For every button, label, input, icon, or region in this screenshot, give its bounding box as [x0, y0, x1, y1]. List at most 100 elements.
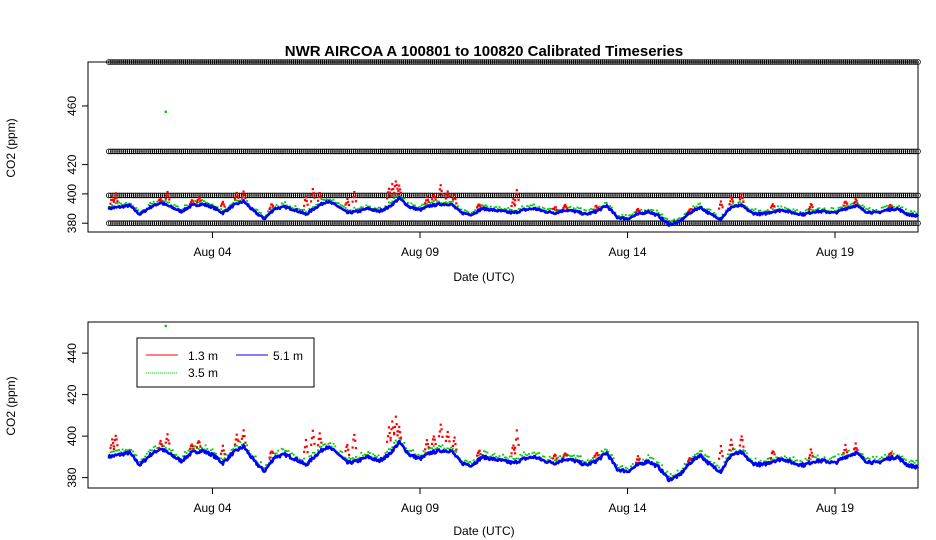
series-3-5m-point — [713, 212, 715, 214]
calibration-point — [722, 220, 728, 227]
calibration-point — [425, 220, 432, 227]
calibration-point — [585, 148, 591, 155]
calibration-point — [392, 220, 398, 227]
calibration-point — [740, 59, 747, 65]
series-3-5m-point — [837, 453, 840, 456]
calibration-point — [367, 59, 374, 65]
calibration-point — [747, 59, 753, 65]
series-3-5m-point — [208, 202, 210, 205]
series-3-5m-point — [313, 451, 316, 454]
series-3-5m-point — [586, 459, 589, 462]
calibration-point — [450, 220, 457, 227]
calibration-point — [413, 148, 419, 155]
calibration-point — [296, 148, 303, 155]
calibration-point — [886, 192, 892, 199]
calibration-point — [516, 192, 523, 199]
series-3-5m-point — [365, 453, 368, 456]
series-3-5m-point — [609, 205, 612, 207]
series-3-5m-point — [759, 209, 762, 212]
series-3-5m-point — [327, 442, 330, 445]
calibration-point — [620, 220, 627, 227]
calibration-point — [605, 220, 612, 227]
x-tick-label: Aug 09 — [401, 501, 439, 515]
series-1-3m-point — [310, 200, 313, 203]
calibration-point — [875, 148, 882, 155]
calibration-point — [354, 148, 361, 155]
series-3-5m-point — [367, 451, 369, 454]
series-1-3m-point — [690, 457, 693, 460]
calibration-point — [330, 59, 336, 65]
calibration-point — [493, 59, 500, 65]
calibration-point — [323, 148, 330, 155]
calibration-point — [222, 59, 228, 65]
calibration-point — [205, 192, 212, 199]
series-1-3m-point — [720, 450, 723, 453]
calibration-point — [740, 148, 747, 155]
calibration-point — [794, 220, 801, 227]
calibration-point — [199, 192, 205, 199]
calibration-point — [120, 220, 127, 227]
calibration-point — [771, 220, 778, 227]
series-1-3m-point — [690, 208, 693, 211]
calibration-point — [361, 148, 367, 155]
series-3-5m-point — [232, 201, 235, 204]
series-1-3m-point — [432, 435, 435, 438]
calibration-point — [825, 59, 832, 65]
series-1-3m-point — [448, 195, 451, 198]
calibration-point — [881, 192, 888, 199]
calibration-point — [753, 192, 759, 199]
calibration-point — [153, 192, 160, 199]
series-3-5m-point — [152, 446, 155, 449]
series-1-3m-point — [769, 206, 773, 209]
calibration-point — [473, 220, 479, 227]
calibration-point — [157, 148, 164, 155]
calibration-point — [149, 148, 156, 155]
calibration-point — [425, 59, 432, 65]
series-3-5m-point — [611, 454, 613, 456]
calibration-point — [761, 192, 768, 199]
series-3-5m-point — [792, 456, 795, 459]
calibration-point — [828, 192, 834, 199]
series-3-5m-point — [868, 207, 871, 209]
series-5-1m-line — [107, 195, 919, 227]
calibration-point — [388, 220, 394, 227]
bottom-panel-plot — [107, 324, 920, 483]
calibration-point — [566, 148, 573, 155]
series-3-5m-point — [216, 206, 219, 209]
series-1-3m-point — [426, 198, 429, 201]
series-3-5m-point — [484, 204, 487, 207]
series-3-5m-point — [182, 455, 184, 458]
calibration-point — [352, 59, 359, 65]
calibration-point — [522, 220, 529, 227]
series-1-3m-point — [310, 193, 313, 196]
series-3-5m-point — [322, 198, 325, 201]
series-1-3m-point — [453, 436, 456, 439]
bottom-y-axis-label: CO2 (ppm) — [4, 376, 18, 435]
calibration-point — [159, 59, 166, 65]
calibration-point — [423, 59, 430, 65]
calibration-point — [757, 192, 764, 199]
series-1-3m-point — [731, 200, 735, 203]
series-3-5m-point — [211, 203, 214, 206]
calibration-point — [543, 59, 550, 65]
series-1-3m-point — [168, 442, 171, 445]
calibration-point — [454, 220, 461, 227]
calibration-point — [232, 220, 239, 227]
series-1-3m-point — [555, 208, 558, 211]
calibration-point — [174, 220, 181, 227]
series-3-5m-point — [329, 198, 331, 201]
calibration-point — [400, 148, 407, 155]
series-3-5m-point — [113, 205, 115, 207]
calibration-point — [369, 220, 376, 227]
calibration-point — [859, 148, 865, 155]
calibration-point — [294, 148, 301, 155]
calibration-point — [226, 59, 232, 65]
calibration-point — [790, 148, 797, 155]
series-1-3m-point — [303, 199, 307, 202]
series-3-5m-point — [706, 455, 708, 458]
calibration-point — [469, 220, 475, 227]
series-3-5m-point — [471, 211, 473, 214]
calibration-point — [599, 192, 606, 199]
calibration-point — [132, 192, 139, 199]
series-1-3m-point — [440, 189, 443, 192]
